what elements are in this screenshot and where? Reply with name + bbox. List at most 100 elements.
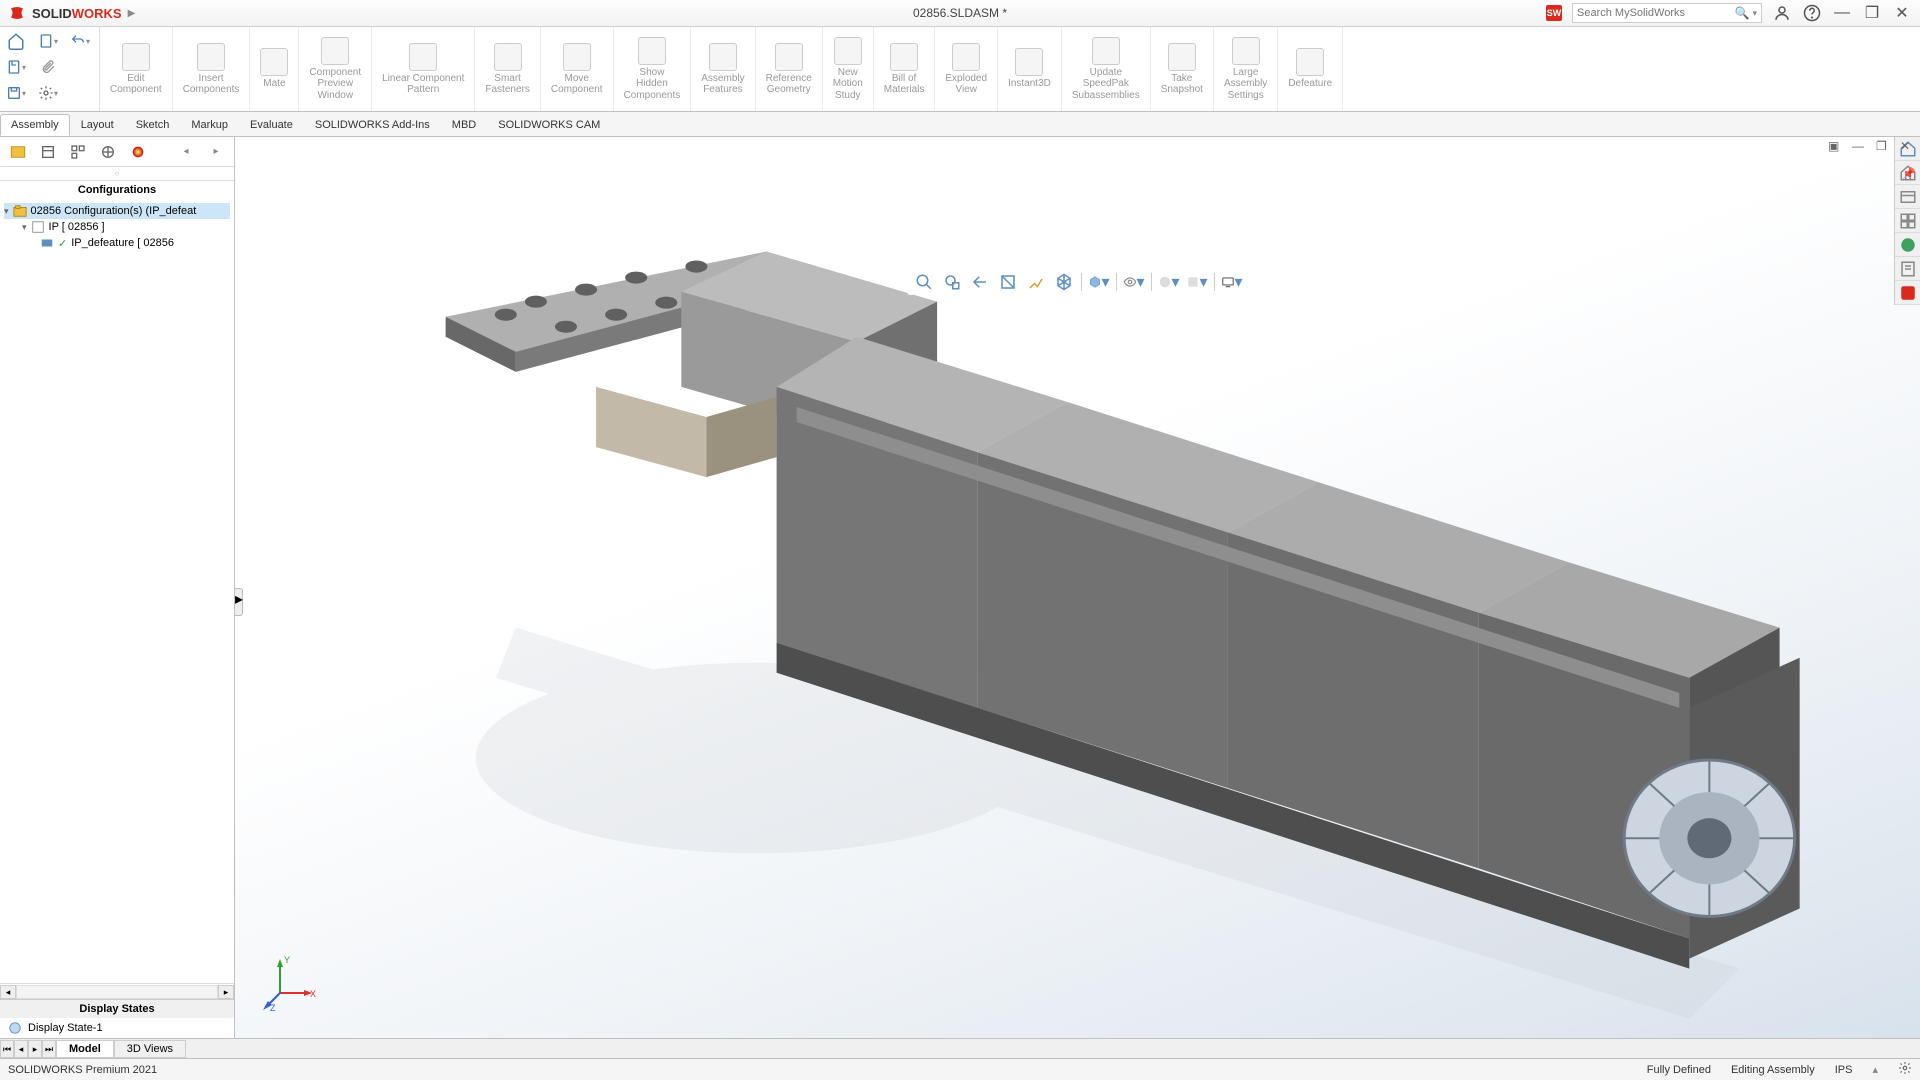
- edit-appearance-icon[interactable]: ▾: [1158, 271, 1180, 293]
- command-tab[interactable]: Markup: [180, 114, 239, 136]
- ribbon-command[interactable]: MoveComponent: [541, 27, 614, 111]
- appearances-icon[interactable]: [1895, 233, 1920, 257]
- zoom-fit-icon[interactable]: [913, 271, 935, 293]
- dynamic-annotation-icon[interactable]: [1025, 271, 1047, 293]
- command-tab[interactable]: Evaluate: [239, 114, 304, 136]
- ribbon-command[interactable]: Bill ofMaterials: [874, 27, 936, 111]
- doc-close-icon[interactable]: ✕: [1900, 139, 1916, 153]
- ribbon-command[interactable]: ShowHiddenComponents: [614, 27, 692, 111]
- ribbon-command[interactable]: SmartFasteners: [475, 27, 540, 111]
- scroll-right-icon[interactable]: ▸: [218, 985, 234, 999]
- mysolidworks-badge-icon[interactable]: SW: [1546, 5, 1562, 21]
- open-icon[interactable]: ▾: [6, 57, 26, 77]
- ribbon-command[interactable]: InsertComponents: [173, 27, 251, 111]
- minimize-icon[interactable]: —: [1832, 3, 1852, 23]
- menu-dropdown-icon[interactable]: ▶: [128, 8, 136, 19]
- doc-restore-icon[interactable]: ❐: [1876, 139, 1892, 153]
- pin-icon[interactable]: 📌: [1902, 167, 1916, 180]
- ribbon-command[interactable]: UpdateSpeedPakSubassemblies: [1062, 27, 1151, 111]
- display-style-icon[interactable]: ▾: [1088, 271, 1110, 293]
- tab-next-icon[interactable]: ▸: [28, 1040, 42, 1058]
- feature-tree-tab-icon[interactable]: [8, 142, 28, 162]
- app-name: SOLIDWORKS: [32, 6, 122, 21]
- display-tab-icon[interactable]: [128, 142, 148, 162]
- search-icon[interactable]: 🔍: [1735, 6, 1750, 20]
- panel-handle-icon[interactable]: ○: [115, 169, 120, 178]
- ribbon-command[interactable]: Instant3D: [998, 27, 1062, 111]
- search-input[interactable]: [1577, 7, 1735, 19]
- status-gear-icon[interactable]: [1898, 1061, 1912, 1078]
- save-icon[interactable]: ▾: [6, 83, 26, 103]
- previous-view-icon[interactable]: [969, 271, 991, 293]
- display-state-row[interactable]: Display State-1: [0, 1018, 234, 1038]
- tree-leaf-row[interactable]: ✓ IP_defeature [ 02856: [4, 235, 230, 251]
- status-expand-icon[interactable]: ▴: [1872, 1063, 1878, 1076]
- custom-props-icon[interactable]: [1895, 257, 1920, 281]
- graphics-viewport[interactable]: ▣ — ❐ ✕ 📌 ▾ ▾ ▾ ▾ ▾: [235, 137, 1920, 1038]
- ribbon-command[interactable]: ExplodedView: [935, 27, 998, 111]
- tab-first-icon[interactable]: ⏮: [0, 1040, 14, 1058]
- ribbon-command[interactable]: AssemblyFeatures: [691, 27, 755, 111]
- search-dropdown-icon[interactable]: ▾: [1752, 8, 1757, 19]
- forum-icon[interactable]: [1895, 281, 1920, 305]
- command-tab[interactable]: Assembly: [0, 114, 70, 136]
- ribbon-command[interactable]: NewMotionStudy: [823, 27, 874, 111]
- status-units[interactable]: IPS: [1835, 1064, 1853, 1076]
- ribbon-command[interactable]: TakeSnapshot: [1151, 27, 1214, 111]
- panel-nav-left-icon[interactable]: ◂: [176, 142, 196, 162]
- property-tab-icon[interactable]: [38, 142, 58, 162]
- ribbon-command-icon: [321, 37, 349, 65]
- view-palette-icon[interactable]: [1895, 209, 1920, 233]
- scroll-track[interactable]: [16, 985, 218, 999]
- status-bar: SOLIDWORKS Premium 2021 Fully Defined Ed…: [0, 1058, 1920, 1080]
- status-mode: Editing Assembly: [1731, 1064, 1815, 1076]
- tree-child2-label: IP_defeature [ 02856: [71, 237, 174, 249]
- search-box[interactable]: 🔍 ▾: [1572, 3, 1762, 23]
- tab-last-icon[interactable]: ⏭: [42, 1040, 56, 1058]
- close-icon[interactable]: ✕: [1892, 3, 1912, 23]
- restore-icon[interactable]: ❐: [1862, 3, 1882, 23]
- scroll-left-icon[interactable]: ◂: [0, 985, 16, 999]
- zoom-area-icon[interactable]: [941, 271, 963, 293]
- command-tab[interactable]: SOLIDWORKS Add-Ins: [304, 114, 441, 136]
- doc-task-icon[interactable]: ▣: [1828, 139, 1844, 153]
- orientation-triad[interactable]: Y X Z: [260, 953, 320, 1013]
- home-icon[interactable]: [6, 31, 26, 51]
- config-tab-icon[interactable]: [68, 142, 88, 162]
- new-icon[interactable]: ▾: [38, 31, 58, 51]
- user-icon[interactable]: [1772, 3, 1792, 23]
- ribbon-command[interactable]: LargeAssemblySettings: [1214, 27, 1278, 111]
- ribbon-command[interactable]: Mate: [250, 27, 299, 111]
- command-tab[interactable]: SOLIDWORKS CAM: [487, 114, 611, 136]
- panel-nav-right-icon[interactable]: ▸: [206, 142, 226, 162]
- ribbon-command-label: Bill ofMaterials: [884, 73, 925, 96]
- hide-show-icon[interactable]: ▾: [1123, 271, 1145, 293]
- apply-scene-icon[interactable]: ▾: [1186, 271, 1208, 293]
- settings-icon[interactable]: ▾: [38, 83, 58, 103]
- file-explorer-icon[interactable]: [1895, 185, 1920, 209]
- ribbon-command[interactable]: EditComponent: [100, 27, 173, 111]
- tab-prev-icon[interactable]: ◂: [14, 1040, 28, 1058]
- attach-icon[interactable]: [38, 57, 58, 77]
- view-orientation-icon[interactable]: [1053, 271, 1075, 293]
- ribbon-command[interactable]: Linear ComponentPattern: [372, 27, 475, 111]
- tab-model[interactable]: Model: [56, 1040, 114, 1058]
- section-view-icon[interactable]: [997, 271, 1019, 293]
- dimxpert-tab-icon[interactable]: [98, 142, 118, 162]
- doc-minimize-icon[interactable]: —: [1852, 139, 1868, 153]
- ribbon-command[interactable]: Defeature: [1278, 27, 1343, 111]
- help-icon[interactable]: [1802, 3, 1822, 23]
- command-tab[interactable]: Sketch: [125, 114, 181, 136]
- panel-hscroll[interactable]: ◂ ▸: [0, 983, 234, 999]
- ribbon-command[interactable]: ComponentPreviewWindow: [299, 27, 372, 111]
- command-tab[interactable]: Layout: [70, 114, 125, 136]
- ribbon-command[interactable]: ReferenceGeometry: [756, 27, 823, 111]
- ribbon-command-label: ShowHiddenComponents: [624, 67, 681, 102]
- view-settings-icon[interactable]: ▾: [1221, 271, 1243, 293]
- tab-3d-views[interactable]: 3D Views: [114, 1040, 186, 1058]
- ribbon: ▾ ▾ ▾ ▾ ▾ EditComponentInsertComponentsM…: [0, 27, 1920, 112]
- tree-root-row[interactable]: ▾ 02856 Configuration(s) (IP_defeat: [4, 203, 230, 219]
- tree-child-row[interactable]: ▾ IP [ 02856 ]: [4, 219, 230, 235]
- undo-icon[interactable]: ▾: [70, 31, 90, 51]
- command-tab[interactable]: MBD: [441, 114, 487, 136]
